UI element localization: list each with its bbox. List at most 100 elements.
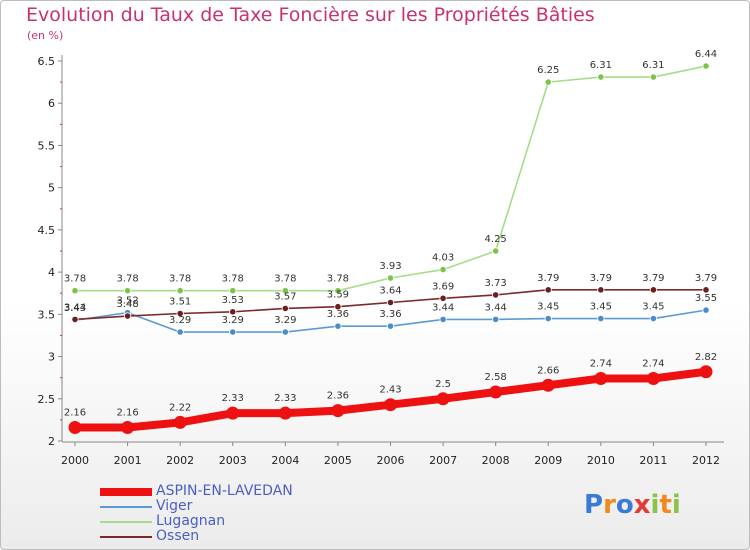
data-point-aspin-en-lavedan	[699, 365, 713, 379]
data-point-aspin-en-lavedan	[594, 372, 608, 386]
data-label-aspin-en-lavedan: 2.36	[327, 391, 349, 402]
data-label-lugagnan: 6.44	[695, 49, 717, 60]
x-tick-label: 2000	[61, 454, 89, 467]
data-point-aspin-en-lavedan	[278, 406, 292, 420]
data-point-aspin-en-lavedan	[541, 378, 555, 392]
data-point-aspin-en-lavedan	[384, 398, 397, 412]
y-tick-label: 5	[48, 182, 55, 195]
x-tick-label: 2009	[534, 454, 562, 467]
logo-letter: i	[671, 490, 681, 520]
x-tick-label: 2011	[639, 454, 667, 467]
data-point-ossen	[597, 286, 605, 294]
data-label-viger: 3.45	[642, 302, 664, 313]
data-label-aspin-en-lavedan: 2.16	[64, 407, 86, 418]
data-label-ossen: 3.48	[116, 299, 138, 310]
data-label-viger: 3.29	[274, 315, 296, 326]
data-point-ossen	[281, 304, 289, 313]
logo-letter: P	[584, 490, 604, 520]
data-label-aspin-en-lavedan: 2.33	[222, 393, 244, 404]
data-label-viger: 3.36	[327, 309, 349, 320]
data-label-aspin-en-lavedan: 2.33	[274, 393, 296, 404]
data-point-viger	[649, 314, 658, 323]
y-tick-label: 4.5	[38, 224, 56, 237]
data-label-viger: 3.45	[537, 302, 559, 313]
data-label-lugagnan: 4.03	[432, 253, 454, 264]
x-tick-label: 2007	[429, 454, 457, 467]
series-line-lugagnan	[74, 65, 707, 292]
data-point-aspin-en-lavedan	[226, 406, 240, 420]
data-point-viger	[492, 315, 500, 323]
data-label-lugagnan: 3.78	[64, 274, 86, 285]
data-label-lugagnan: 3.78	[327, 274, 349, 285]
data-point-viger	[229, 328, 237, 336]
data-point-lugagnan	[492, 247, 500, 255]
y-tick-label: 6.5	[38, 55, 56, 68]
data-label-viger: 3.29	[222, 315, 244, 326]
data-label-ossen: 3.53	[222, 295, 244, 306]
data-point-ossen	[229, 308, 237, 316]
data-label-lugagnan: 6.31	[590, 60, 612, 71]
y-tick-label: 2	[48, 435, 55, 448]
data-point-viger	[334, 322, 342, 330]
data-label-aspin-en-lavedan: 2.82	[695, 352, 717, 363]
data-point-aspin-en-lavedan	[489, 385, 503, 399]
data-point-ossen	[123, 312, 132, 320]
chart-subtitle: (en %)	[27, 29, 64, 42]
logo-letter: t	[659, 490, 672, 520]
data-point-ossen	[544, 286, 552, 294]
data-label-viger: 3.43	[64, 303, 86, 314]
data-point-aspin-en-lavedan	[173, 415, 187, 429]
data-point-lugagnan	[702, 62, 710, 70]
data-label-ossen: 3.73	[485, 278, 507, 289]
y-tick-label: 4	[48, 266, 55, 279]
data-label-lugagnan: 3.78	[274, 274, 296, 285]
legend-label-lugagnan: Lugagnan	[156, 513, 226, 529]
legend-swatch-lugagnan	[100, 521, 152, 523]
data-label-ossen: 3.57	[274, 291, 296, 302]
data-point-lugagnan	[123, 287, 132, 295]
y-tick-label: 2.5	[38, 393, 56, 406]
data-label-aspin-en-lavedan: 2.22	[169, 402, 191, 413]
logo-letter: i	[650, 490, 660, 520]
data-label-viger: 3.44	[485, 302, 507, 313]
data-point-viger	[439, 315, 447, 323]
logo-letter: x	[633, 490, 651, 520]
data-label-aspin-en-lavedan: 2.16	[116, 407, 138, 418]
data-label-lugagnan: 3.78	[222, 274, 244, 285]
data-label-lugagnan: 3.78	[169, 274, 191, 285]
data-point-lugagnan	[229, 287, 237, 295]
data-point-lugagnan	[386, 274, 395, 282]
data-label-ossen: 3.59	[327, 290, 349, 301]
data-point-ossen	[176, 309, 184, 318]
legend-label-aspin-en-lavedan: ASPIN-EN-LAVEDAN	[156, 483, 293, 499]
data-point-ossen	[439, 294, 447, 302]
data-point-aspin-en-lavedan	[68, 420, 82, 434]
data-point-lugagnan	[334, 287, 342, 295]
data-label-ossen: 3.69	[432, 281, 454, 292]
data-point-lugagnan	[71, 287, 79, 295]
data-point-viger	[281, 328, 289, 336]
y-tick-label: 3	[48, 351, 55, 364]
x-tick-label: 2006	[377, 454, 405, 467]
data-point-ossen	[334, 303, 342, 311]
data-point-aspin-en-lavedan	[646, 372, 660, 386]
data-point-ossen	[386, 298, 395, 307]
data-label-viger: 3.44	[432, 302, 454, 313]
data-label-viger: 3.36	[379, 309, 401, 320]
legend-swatch-viger	[100, 506, 152, 508]
x-tick-label: 2001	[114, 454, 142, 467]
data-label-aspin-en-lavedan: 2.5	[435, 379, 451, 390]
logo-letter: o	[615, 490, 634, 520]
data-label-viger: 3.52	[116, 296, 138, 307]
data-point-aspin-en-lavedan	[436, 392, 450, 406]
data-point-lugagnan	[544, 78, 552, 86]
data-label-aspin-en-lavedan: 2.66	[537, 365, 559, 376]
x-tick-label: 2008	[482, 454, 510, 467]
y-tick-label: 3.5	[38, 308, 56, 321]
data-point-viger	[702, 306, 710, 314]
data-label-lugagnan: 3.93	[379, 261, 401, 272]
data-label-aspin-en-lavedan: 2.43	[379, 385, 401, 396]
data-label-viger: 3.45	[590, 302, 612, 313]
data-label-lugagnan: 4.25	[485, 234, 507, 245]
